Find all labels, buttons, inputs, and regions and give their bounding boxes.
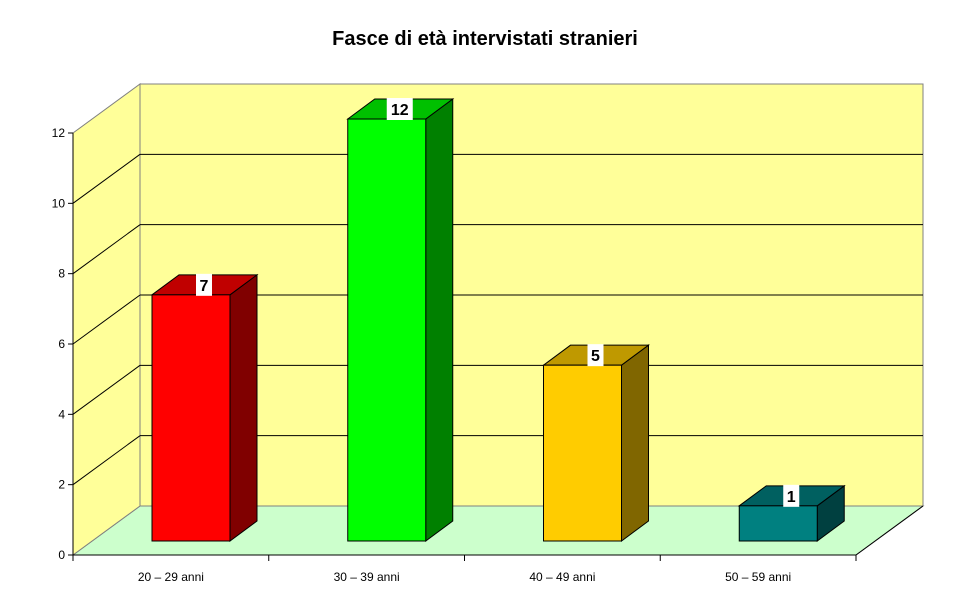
bar-front	[543, 364, 622, 542]
bar-series: 7 12 5 1	[150, 98, 846, 542]
x-category-label: 20 – 29 anni	[138, 570, 204, 584]
y-tick-label: 8	[58, 267, 65, 281]
bar-side	[621, 344, 649, 542]
gridline-side	[72, 224, 141, 275]
value-label-bg	[587, 344, 604, 367]
gridline-side	[72, 435, 141, 486]
floor-edge-right	[855, 505, 924, 556]
value-label: 12	[391, 102, 409, 119]
y-tick-label: 2	[58, 478, 65, 492]
y-tick-label: 10	[52, 196, 66, 210]
chart-title: Fasce di età intervistati stranieri	[332, 28, 638, 50]
y-tick-label: 12	[52, 126, 66, 140]
bar-2: 12	[346, 98, 455, 542]
value-label: 7	[200, 278, 209, 295]
value-label: 1	[787, 489, 796, 506]
bar-front	[738, 505, 818, 542]
value-label-bg	[783, 484, 800, 507]
x-category-label: 50 – 59 anni	[725, 570, 791, 584]
bar-1: 7	[150, 273, 259, 542]
gridline-side	[72, 294, 141, 345]
bar-side	[229, 273, 258, 542]
value-label: 5	[591, 348, 600, 365]
x-category-label: 30 – 39 anni	[334, 570, 400, 584]
axes: 0 2 4 6 8 10 12 20 – 29 anni 30 – 39 anni 40 – 49…	[52, 126, 924, 584]
bar-4: 1	[737, 484, 846, 542]
value-label-bg	[196, 273, 212, 296]
bar-front	[151, 294, 231, 542]
value-label-bg	[386, 98, 413, 120]
bar-side	[425, 98, 454, 542]
y-tick-label: 6	[58, 337, 65, 351]
bar-front	[347, 118, 427, 542]
x-category-label: 40 – 49 anni	[529, 570, 595, 584]
y-tick-label: 4	[58, 407, 65, 421]
bar-3: 5	[541, 344, 651, 542]
y-tick-label: 0	[58, 548, 65, 562]
gridline-side	[72, 364, 141, 415]
gridlines	[72, 153, 923, 486]
gridline-side	[72, 153, 141, 204]
